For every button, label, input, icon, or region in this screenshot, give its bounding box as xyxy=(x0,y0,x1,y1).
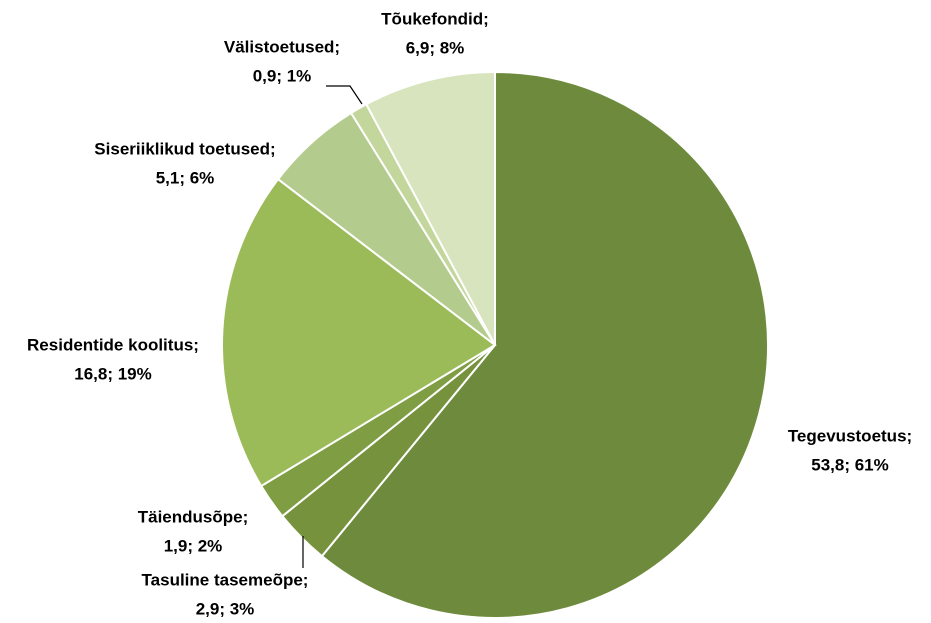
slice-value-label: 53,8; 61% xyxy=(811,455,889,474)
slice-label: Siseriiklikud toetused; xyxy=(94,139,275,158)
leader-line xyxy=(326,85,363,105)
slice-label: Välistoetused; xyxy=(224,37,340,56)
slice-value-label: 2,9; 3% xyxy=(196,599,255,618)
pie-slice xyxy=(221,177,497,488)
slice-label: Täiendusõpe; xyxy=(138,507,249,526)
slice-label: Tõukefondid; xyxy=(381,9,489,28)
slice-value-label: 6,9; 8% xyxy=(406,38,465,57)
slice-value-label: 1,9; 2% xyxy=(164,536,223,555)
slice-label: Tasuline tasemeõpe; xyxy=(142,570,309,589)
pie-slice xyxy=(320,70,769,619)
pie-slice xyxy=(364,70,496,346)
slice-value-label: 5,1; 6% xyxy=(156,168,215,187)
slice-value-label: 0,9; 1% xyxy=(253,66,312,85)
slice-value-label: 16,8; 19% xyxy=(74,364,152,383)
slice-label: Tegevustoetus; xyxy=(788,426,912,445)
slice-label: Residentide koolitus; xyxy=(27,335,199,354)
